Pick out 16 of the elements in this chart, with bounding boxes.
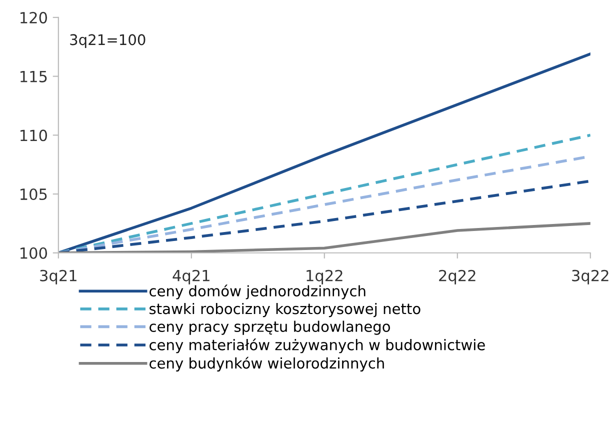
y-tick-label: 100 <box>20 247 47 259</box>
x-tick-label: 1q22 <box>306 270 342 284</box>
x-tick-label: 2q22 <box>439 270 476 284</box>
y-tick-label: 120 <box>20 12 47 24</box>
x-tick-label: 3q22 <box>572 270 608 284</box>
legend-label: ceny pracy sprzętu budowlanego <box>150 320 390 335</box>
y-tick-label: 105 <box>20 188 47 200</box>
legend-label: ceny budynków wielorodzinnych <box>150 356 384 372</box>
y-tick-label: 115 <box>20 70 47 82</box>
annotation: 3q21=100 <box>70 34 146 48</box>
y-tick-label: 110 <box>20 130 47 142</box>
legend-label: stawki robocizny kosztorysowej netto <box>150 302 420 318</box>
x-tick-label: 3q21 <box>40 270 76 284</box>
x-tick-label: 4q21 <box>172 270 210 284</box>
legend-label: ceny domów jednorodzinnych <box>150 284 366 300</box>
legend-label: ceny materiałów zużywanych w budownictwie <box>150 338 485 354</box>
